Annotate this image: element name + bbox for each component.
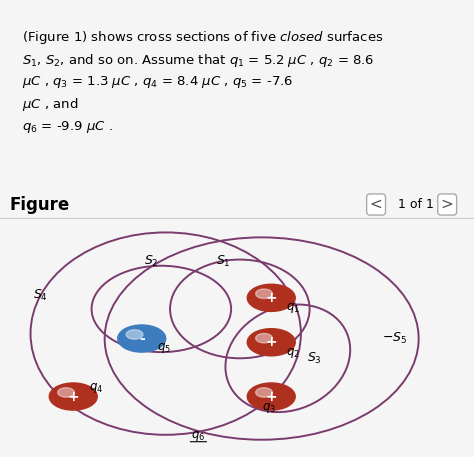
Text: Figure: Figure [9, 196, 70, 213]
Text: $S_2$: $S_2$ [144, 254, 158, 269]
Text: $q_1$: $q_1$ [286, 301, 300, 315]
Circle shape [255, 289, 273, 298]
Text: +: + [265, 335, 277, 349]
Circle shape [255, 334, 273, 343]
Circle shape [247, 383, 295, 410]
Text: $q_6$: $q_6$ [191, 430, 206, 443]
Text: $S_4$: $S_4$ [33, 288, 47, 303]
Text: $-S_5$: $-S_5$ [382, 331, 407, 346]
Text: $q_3$: $q_3$ [262, 401, 276, 415]
Text: -: - [139, 331, 145, 345]
Text: $S_1$: $S_1$ [216, 254, 230, 269]
Circle shape [255, 388, 273, 397]
Text: $S_3$: $S_3$ [308, 351, 322, 366]
Text: $q_4$: $q_4$ [90, 382, 104, 395]
Circle shape [118, 325, 166, 352]
Text: +: + [265, 291, 277, 305]
Text: $q_2$: $q_2$ [286, 345, 300, 360]
Text: >: > [441, 197, 454, 212]
Circle shape [126, 329, 143, 339]
Text: +: + [67, 389, 79, 404]
Circle shape [49, 383, 97, 410]
Text: 1 of 1: 1 of 1 [398, 198, 434, 211]
Text: (Figure 1) shows cross sections of five $\it{closed}$ surfaces
$S_1$, $S_2$, and: (Figure 1) shows cross sections of five … [22, 29, 383, 135]
Circle shape [58, 388, 74, 397]
Text: $q_5$: $q_5$ [157, 340, 171, 355]
Circle shape [247, 329, 295, 356]
Text: <: < [370, 197, 383, 212]
Text: +: + [265, 389, 277, 404]
Circle shape [247, 284, 295, 311]
